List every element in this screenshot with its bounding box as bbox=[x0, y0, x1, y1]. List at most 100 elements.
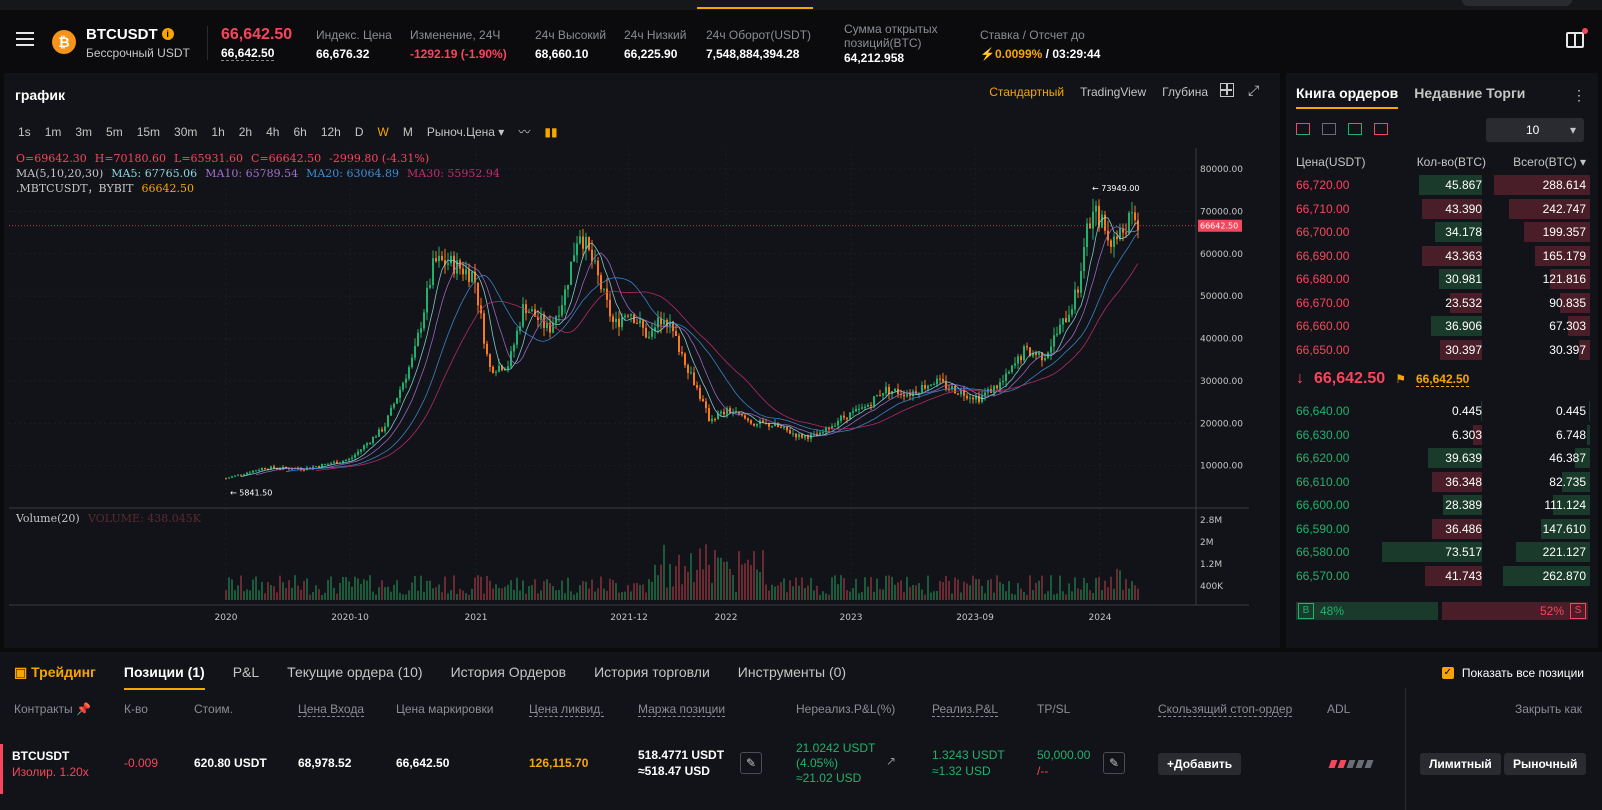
close-market-button[interactable]: Рыночный bbox=[1504, 753, 1587, 775]
volume-tick: 1.2M bbox=[1200, 560, 1222, 570]
bid-row[interactable]: 66,580.00 73.517 221.127 bbox=[1292, 540, 1590, 564]
volume-bar bbox=[387, 586, 389, 600]
tf-1s[interactable]: 1s bbox=[18, 124, 31, 139]
layout-both-icon[interactable] bbox=[1296, 123, 1310, 135]
pos-contract[interactable]: BTCUSDT bbox=[12, 749, 70, 763]
volume-bar bbox=[894, 584, 896, 600]
candle-body bbox=[435, 258, 437, 262]
info-icon[interactable]: i bbox=[161, 28, 174, 40]
show-all-positions[interactable]: ✓ Показать все позиции bbox=[1441, 666, 1584, 680]
tf-6h[interactable]: 6h bbox=[293, 124, 307, 139]
volume-bar bbox=[633, 583, 635, 600]
mark-price[interactable]: 66,642.50 bbox=[221, 46, 275, 61]
tf-w[interactable]: W bbox=[377, 124, 389, 139]
tf-15m[interactable]: 15m bbox=[136, 124, 161, 139]
tf-2h[interactable]: 2h bbox=[238, 124, 253, 139]
add-trailing-button[interactable]: +Добавить bbox=[1158, 753, 1242, 775]
ask-row[interactable]: 66,660.00 36.906 67.303 bbox=[1292, 314, 1590, 338]
ob-qty: 28.389 bbox=[1445, 498, 1482, 512]
candle-body bbox=[309, 467, 311, 469]
top-right-tab[interactable] bbox=[1462, 0, 1572, 6]
ask-row[interactable]: 66,680.00 30.981 121.816 bbox=[1292, 267, 1590, 291]
mode-depth[interactable]: Глубина bbox=[1162, 85, 1208, 99]
tab-trade-history[interactable]: История торговли bbox=[594, 664, 710, 680]
tab-positions[interactable]: Позиции (1) bbox=[123, 664, 205, 690]
candle-body bbox=[390, 407, 392, 416]
qty-depth-bar bbox=[1431, 316, 1482, 336]
ask-row[interactable]: 66,690.00 43.363 165.179 bbox=[1292, 244, 1590, 268]
bid-row[interactable]: 66,570.00 41.743 262.870 bbox=[1292, 564, 1590, 588]
layout-bids-icon[interactable] bbox=[1348, 123, 1362, 135]
edit-tpsl-icon[interactable]: ✎ bbox=[1103, 752, 1125, 774]
pin-icon[interactable]: 📌 bbox=[75, 702, 91, 716]
price-type-select[interactable]: Рыноч.Цена ▾ bbox=[426, 124, 505, 139]
tf-m[interactable]: M bbox=[402, 124, 413, 139]
bid-row[interactable]: 66,610.00 36.348 82.735 bbox=[1292, 470, 1590, 494]
candle-type-icon[interactable]: ▮▮ bbox=[544, 124, 558, 139]
edit-margin-icon[interactable]: ✎ bbox=[740, 752, 762, 774]
candle-body bbox=[837, 420, 839, 426]
tf-d[interactable]: D bbox=[354, 124, 364, 139]
candle-body bbox=[387, 415, 389, 427]
share-icon[interactable]: ↗ bbox=[886, 754, 897, 768]
guide-book-icon[interactable] bbox=[1566, 28, 1588, 48]
bid-row[interactable]: 66,600.00 28.389 111.124 bbox=[1292, 493, 1590, 517]
tf-4h[interactable]: 4h bbox=[266, 124, 280, 139]
layout-columns-icon[interactable] bbox=[1322, 123, 1336, 135]
tab-order-history[interactable]: История Ордеров bbox=[450, 664, 567, 680]
mode-standard[interactable]: Стандартный bbox=[989, 85, 1065, 99]
symbol-title[interactable]: BTCUSDT i bbox=[86, 26, 174, 43]
more-icon[interactable]: ⋮ bbox=[1572, 87, 1586, 103]
candle-body bbox=[1065, 318, 1067, 323]
ask-row[interactable]: 66,650.00 30.397 30.397 bbox=[1292, 338, 1590, 362]
ask-row[interactable]: 66,710.00 43.390 242.747 bbox=[1292, 197, 1590, 221]
tf-1m[interactable]: 1m bbox=[44, 124, 62, 139]
tab-pnl[interactable]: P&L bbox=[232, 664, 260, 680]
bid-row[interactable]: 66,630.00 6.303 6.748 bbox=[1292, 423, 1590, 447]
close-limit-button[interactable]: Лимитный bbox=[1420, 753, 1501, 775]
candle-body bbox=[495, 371, 497, 373]
mode-tradingview[interactable]: TradingView bbox=[1080, 85, 1147, 99]
bid-row[interactable]: 66,640.00 0.445 0.445 bbox=[1292, 399, 1590, 423]
indicator-icon[interactable]: 〰 bbox=[518, 125, 531, 139]
candle-body bbox=[513, 344, 515, 352]
candle-body bbox=[681, 351, 683, 354]
ask-row[interactable]: 66,700.00 34.178 199.357 bbox=[1292, 220, 1590, 244]
candle-body bbox=[324, 463, 326, 465]
tf-1h[interactable]: 1h bbox=[211, 124, 225, 139]
col-total[interactable]: Всего(BTC) ▾ bbox=[1513, 155, 1586, 169]
mid-mark-price[interactable]: 66,642.50 bbox=[1415, 371, 1470, 387]
tf-12h[interactable]: 12h bbox=[320, 124, 341, 139]
tab-orderbook[interactable]: Книга ордеров bbox=[1296, 85, 1399, 109]
ask-row[interactable]: 66,720.00 45.867 288.614 bbox=[1292, 173, 1590, 197]
candle-body bbox=[906, 394, 908, 397]
grid-layout-icon[interactable] bbox=[1220, 83, 1234, 97]
tab-current-orders[interactable]: Текущие ордера (10) bbox=[287, 664, 423, 680]
candle-body bbox=[444, 260, 446, 265]
candle-body bbox=[582, 236, 584, 249]
tf-3m[interactable]: 3m bbox=[75, 124, 93, 139]
bid-row[interactable]: 66,620.00 39.639 46.387 bbox=[1292, 446, 1590, 470]
pos-mode[interactable]: Изолир. 1.20x bbox=[12, 765, 89, 779]
volume-bar bbox=[690, 553, 692, 600]
depth-select[interactable]: 10 bbox=[1486, 118, 1584, 142]
ob-qty: 43.363 bbox=[1445, 248, 1482, 263]
menu-icon[interactable] bbox=[16, 32, 34, 48]
checkbox-checked[interactable]: ✓ bbox=[1441, 667, 1454, 679]
tf-30m[interactable]: 30m bbox=[174, 124, 198, 139]
expand-icon[interactable]: ⤢ bbox=[1248, 82, 1260, 98]
price-chart[interactable]: 80000.00 70000.00 60000.00 50000.00 40000.00… bbox=[4, 73, 1280, 648]
layout-asks-icon[interactable] bbox=[1374, 123, 1388, 135]
tf-5m[interactable]: 5m bbox=[106, 124, 123, 139]
volume-bar bbox=[411, 582, 413, 600]
volume-bar bbox=[813, 590, 815, 600]
candle-body bbox=[663, 320, 665, 325]
volume-bar bbox=[462, 590, 464, 600]
ask-row[interactable]: 66,670.00 23.532 90.835 bbox=[1292, 291, 1590, 315]
bid-row[interactable]: 66,590.00 36.486 147.610 bbox=[1292, 517, 1590, 541]
tab-trading[interactable]: ▣ Трейдинг bbox=[14, 664, 96, 690]
tab-recent-trades[interactable]: Недавние Торги bbox=[1414, 85, 1526, 101]
candle-body bbox=[927, 385, 929, 389]
candle-body bbox=[1002, 380, 1004, 383]
tab-tools[interactable]: Инструменты (0) bbox=[737, 664, 847, 680]
